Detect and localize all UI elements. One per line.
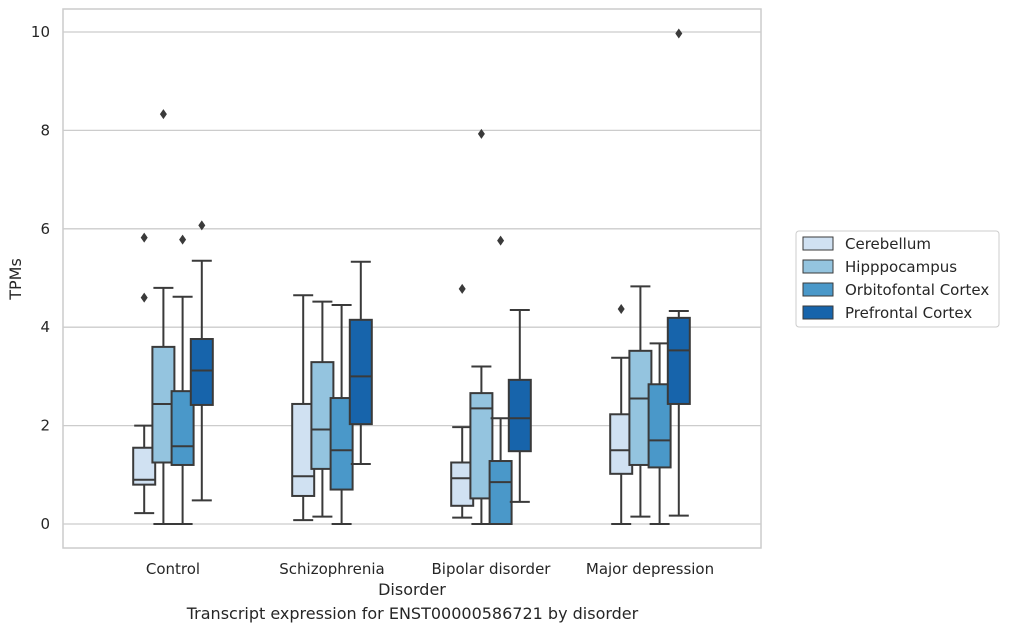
box-body xyxy=(666,316,691,405)
box-3-3 xyxy=(666,28,691,517)
outlier-point xyxy=(198,220,206,231)
x-tick-label: Bipolar disorder xyxy=(432,560,552,578)
x-axis-label: Disorder xyxy=(378,580,446,599)
x-tick-label: Schizophrenia xyxy=(279,560,384,578)
y-tick-label: 8 xyxy=(40,121,50,139)
box-2-1 xyxy=(329,304,354,525)
y-tick-label: 2 xyxy=(40,417,50,435)
box-0-2 xyxy=(450,283,475,519)
box-0-0 xyxy=(132,232,157,515)
legend-label: Cerebellum xyxy=(845,235,931,253)
y-tick-label: 6 xyxy=(40,220,50,238)
outlier-point xyxy=(140,292,148,303)
legend-swatch xyxy=(802,236,834,251)
box-body xyxy=(488,460,513,525)
box-body xyxy=(348,318,373,426)
box-body xyxy=(189,338,214,406)
plot-frame xyxy=(62,8,762,549)
y-tick-labels: 0 2 4 6 8 10 xyxy=(31,23,50,533)
outlier-point xyxy=(140,232,148,243)
box-2-2 xyxy=(488,235,513,525)
legend-swatch xyxy=(802,305,834,320)
outlier-point xyxy=(179,234,187,245)
box-3-0 xyxy=(189,220,214,502)
outlier-point xyxy=(497,235,505,246)
y-tick-label: 10 xyxy=(31,23,50,41)
chart-caption: Transcript expression for ENST0000058672… xyxy=(186,604,639,623)
box-2-3 xyxy=(647,342,672,525)
legend-frame xyxy=(795,230,1000,328)
box-1-3 xyxy=(628,285,653,518)
box-body xyxy=(329,397,354,491)
box-1-2 xyxy=(469,128,494,525)
outlier-point xyxy=(617,303,625,314)
box-3-1 xyxy=(348,260,373,465)
legend-swatch xyxy=(802,282,834,297)
box-body xyxy=(647,383,672,469)
box-2-0 xyxy=(170,234,195,525)
outlier-point xyxy=(159,109,167,120)
legend-label: Orbitofontal Cortex xyxy=(845,281,989,299)
x-tick-label: Control xyxy=(146,560,200,578)
box-body xyxy=(507,378,532,453)
legend-label: Hipppocampus xyxy=(845,258,957,276)
y-axis-label: TPMs xyxy=(6,258,25,301)
legend-label: Prefrontal Cortex xyxy=(845,304,972,322)
x-tick-label: Major depression xyxy=(586,560,714,578)
box-0-3 xyxy=(609,303,634,525)
y-tick-label: 0 xyxy=(40,515,50,533)
outlier-point xyxy=(675,28,683,39)
legend-swatch xyxy=(802,259,834,274)
y-tick-label: 4 xyxy=(40,318,50,336)
outlier-point xyxy=(477,128,485,139)
box-groups xyxy=(132,28,691,525)
legend: Cerebellum Hipppocampus Orbitofontal Corte… xyxy=(795,230,1000,328)
x-tick-labels: Control Schizophrenia Bipolar disorder Majo… xyxy=(146,560,714,578)
box-3-2 xyxy=(507,308,532,503)
box-body xyxy=(132,446,157,486)
outlier-point xyxy=(458,283,466,294)
box-body xyxy=(469,392,494,500)
